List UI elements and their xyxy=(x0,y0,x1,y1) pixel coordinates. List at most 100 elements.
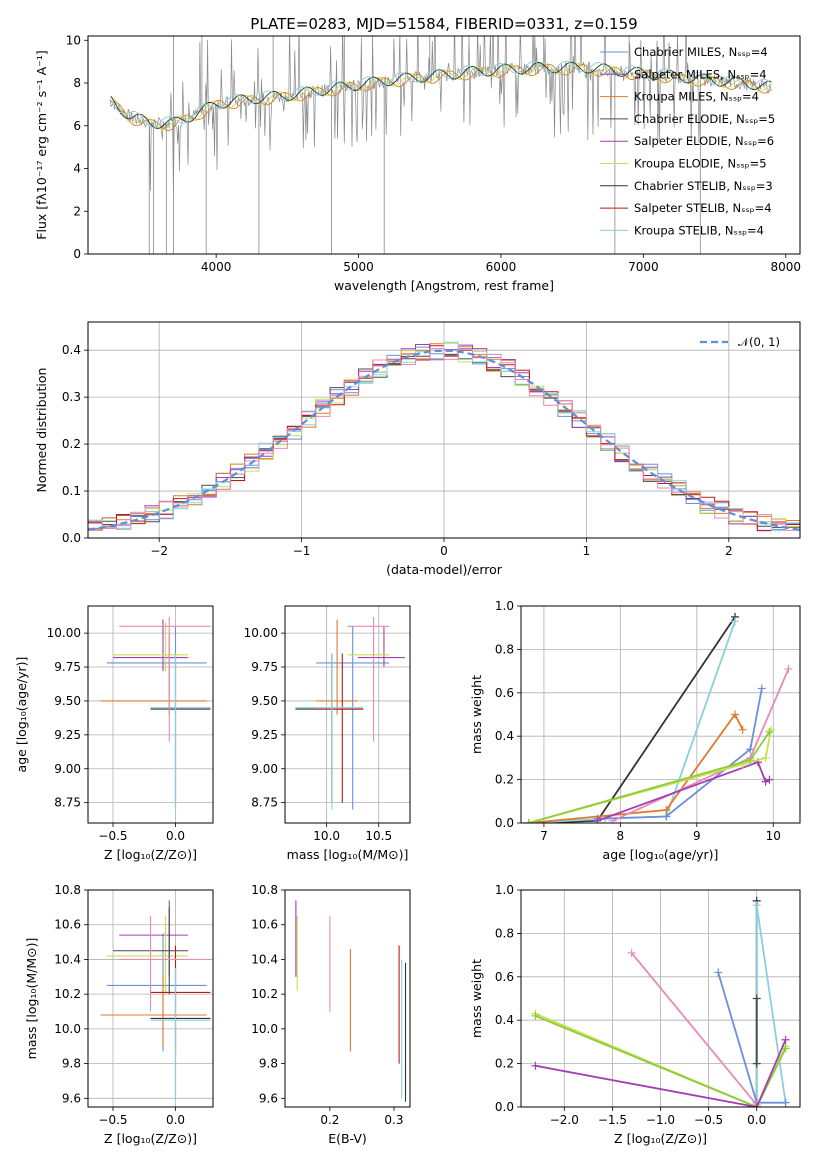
y-tick-label: 0.1 xyxy=(62,484,81,498)
model-spectrum-line xyxy=(110,63,772,132)
weight-point-marker xyxy=(531,1011,540,1020)
normal-curve xyxy=(88,349,800,531)
y-axis-label: mass weight xyxy=(469,959,484,1038)
x-tick-label: 7000 xyxy=(628,260,659,274)
weight-point-marker xyxy=(524,819,533,823)
y-tick-label: 0.8 xyxy=(495,642,514,656)
residual-histogram xyxy=(88,348,800,531)
weight-series-line xyxy=(528,620,736,823)
legend-entry: Salpeter STELIB, Nₛₛₚ=4 xyxy=(634,201,772,215)
y-tick-label: 0.2 xyxy=(62,437,81,451)
y-tick-label: 10.6 xyxy=(54,918,81,932)
y-tick-label: 9.6 xyxy=(62,1091,81,1105)
legend-entry: Chabrier MILES, Nₛₛₚ=4 xyxy=(634,45,768,59)
x-tick-label: 0.3 xyxy=(384,1113,403,1127)
y-tick-label: 0 xyxy=(73,247,81,261)
legend-entry: Chabrier STELIB, Nₛₛₚ=3 xyxy=(634,179,773,193)
x-tick-label: −1.5 xyxy=(598,1113,627,1127)
y-axis-label: mass weight xyxy=(469,675,484,754)
x-axis-label: Z [log₁₀(Z/Z⊙)] xyxy=(614,1131,707,1146)
mass-vs-z-panel: −0.5 0.0 9.6 9.8 10.0 10.2 10.4 10.6 10.8 Z [log₁… xyxy=(24,883,214,1146)
y-tick-label: 8 xyxy=(73,76,81,90)
x-tick-label: 9 xyxy=(693,829,701,843)
weight-point-marker xyxy=(765,775,774,784)
residual-plot-area xyxy=(88,341,800,532)
x-axis-label: age [log₁₀(age/yr)] xyxy=(603,847,719,862)
weight-point-marker xyxy=(752,901,761,910)
y-tick-label: 9.8 xyxy=(259,1057,278,1071)
y-tick-label: 10.0 xyxy=(251,1022,278,1036)
y-tick-label: 10.00 xyxy=(244,626,278,640)
weight-series-line xyxy=(528,616,736,823)
y-tick-label: 10.00 xyxy=(47,626,81,640)
x-tick-label: −1 xyxy=(293,544,311,558)
weight-point-marker xyxy=(714,968,723,977)
x-tick-label: 8 xyxy=(617,829,625,843)
y-axis-label: mass [log₁₀(M/M⊙)] xyxy=(24,938,39,1060)
y-tick-label: 0.4 xyxy=(495,1013,514,1027)
y-tick-label: 9.75 xyxy=(54,660,81,674)
y-tick-label: 9.25 xyxy=(54,728,81,742)
weight-series-line xyxy=(528,712,744,823)
x-tick-label: 8000 xyxy=(770,260,801,274)
y-tick-label: 8.75 xyxy=(54,796,81,810)
weight-point-marker xyxy=(593,816,602,823)
y-tick-label: 0.2 xyxy=(495,1057,514,1071)
x-tick-label: 6000 xyxy=(486,260,517,274)
x-tick-label: −0.5 xyxy=(694,1113,723,1127)
errorbar-plot-area xyxy=(100,900,211,1099)
x-tick-label: 0.0 xyxy=(747,1113,766,1127)
age-vs-mass-panel: 10.0 10.5 8.75 9.00 9.25 9.50 9.75 10.00 mass [l… xyxy=(244,605,411,862)
x-tick-label: 10.5 xyxy=(365,829,392,843)
weight-series-line xyxy=(535,1015,787,1107)
x-tick-label: 10.0 xyxy=(313,829,340,843)
x-axis-label: Z [log₁₀(Z/Z⊙)] xyxy=(104,847,197,862)
weight-point-marker xyxy=(752,1103,761,1107)
y-tick-label: 10.0 xyxy=(54,1022,81,1036)
y-tick-label: 0.6 xyxy=(495,970,514,984)
weight-point-marker xyxy=(662,805,671,814)
y-tick-label: 9.6 xyxy=(259,1091,278,1105)
x-tick-label: 5000 xyxy=(343,260,374,274)
y-tick-label: 9.25 xyxy=(251,728,278,742)
y-tick-label: 10 xyxy=(66,33,81,47)
x-tick-label: 4000 xyxy=(201,260,232,274)
errorbar-plot-area xyxy=(100,616,211,810)
axes-frame xyxy=(284,889,411,1108)
weight-point-marker xyxy=(746,756,755,765)
y-tick-label: 0.4 xyxy=(62,343,81,357)
x-tick-label: −0.5 xyxy=(98,829,127,843)
axes-frame xyxy=(284,605,411,824)
axes-frame xyxy=(87,889,214,1108)
spectrum-title: PLATE=0283, MJD=51584, FIBERID=0331, z=0… xyxy=(250,15,637,33)
legend-entry: Salpeter MILES, Nₛₛₚ=4 xyxy=(634,67,767,81)
spectrum-plot-area xyxy=(109,36,772,254)
y-tick-label: 0.0 xyxy=(495,816,514,830)
x-axis-label: E(B-V) xyxy=(328,1131,367,1146)
y-tick-label: 0.0 xyxy=(62,531,81,545)
weight-point-marker xyxy=(757,684,766,693)
axes-frame xyxy=(87,605,214,824)
weight-point-marker xyxy=(781,1035,790,1044)
weight-point-marker xyxy=(731,617,740,626)
y-axis-label: age [log₁₀(age/yr)] xyxy=(14,657,29,773)
weight-point-marker xyxy=(761,777,770,786)
y-tick-label: 9.8 xyxy=(62,1057,81,1071)
x-tick-label: 10 xyxy=(766,829,781,843)
x-tick-label: 1 xyxy=(583,544,591,558)
y-tick-label: 9.00 xyxy=(54,762,81,776)
weight-vs-z-panel: −2.0 −1.5 −1.0 −0.5 0.0 0.0 0.2 0.4 0.6 0.8 1.0 Z [… xyxy=(469,883,801,1146)
y-tick-label: 0.3 xyxy=(62,390,81,404)
axes-frame xyxy=(520,889,801,1108)
weight-point-marker xyxy=(731,710,740,719)
x-tick-label: −2 xyxy=(150,544,168,558)
weight-point-marker xyxy=(781,1044,790,1053)
axes-frame xyxy=(87,321,801,539)
weight-point-marker xyxy=(781,1098,790,1107)
x-tick-label: 0.2 xyxy=(320,1113,339,1127)
legend-entry: Kroupa STELIB, Nₛₛₚ=4 xyxy=(634,223,764,237)
y-tick-label: 1.0 xyxy=(495,883,514,897)
legend-entry: Kroupa ELODIE, Nₛₛₚ=5 xyxy=(634,157,767,171)
y-axis-label: Flux [fλ10⁻¹⁷ erg cm⁻² s⁻¹ A⁻¹] xyxy=(34,50,49,239)
